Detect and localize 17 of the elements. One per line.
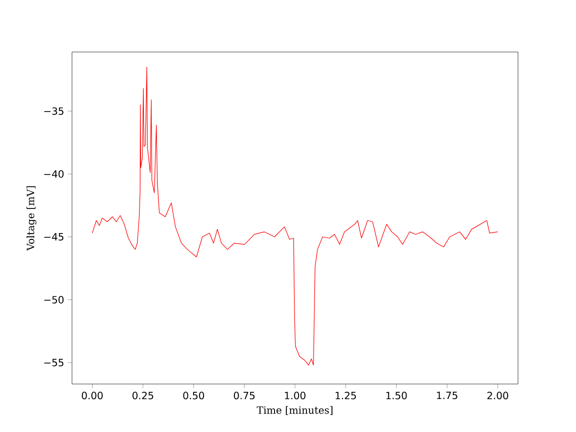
x-tick-label: 1.75 [437, 392, 458, 400]
x-tick-label: 1.00 [285, 392, 306, 400]
x-tick-label: 0.75 [234, 392, 255, 400]
line-series [92, 66, 498, 366]
x-tick-label: 2.00 [487, 392, 508, 400]
x-tick-label: 0.25 [132, 392, 154, 400]
y-tick-label: −35 [44, 107, 64, 115]
x-tick-label: 0.00 [82, 392, 103, 400]
x-tick-label: 1.25 [336, 392, 356, 400]
y-tick-label: −40 [44, 170, 64, 178]
x-tick-label: 1.50 [386, 392, 407, 400]
x-tick-label: 0.50 [183, 392, 204, 400]
y-tick-label: −50 [44, 296, 64, 304]
y-axis-title: Voltage [mV] [26, 186, 36, 251]
y-tick-label: −55 [44, 358, 64, 366]
y-tick-label: −45 [44, 233, 64, 241]
x-axis-title: Time [minutes] [256, 406, 332, 416]
